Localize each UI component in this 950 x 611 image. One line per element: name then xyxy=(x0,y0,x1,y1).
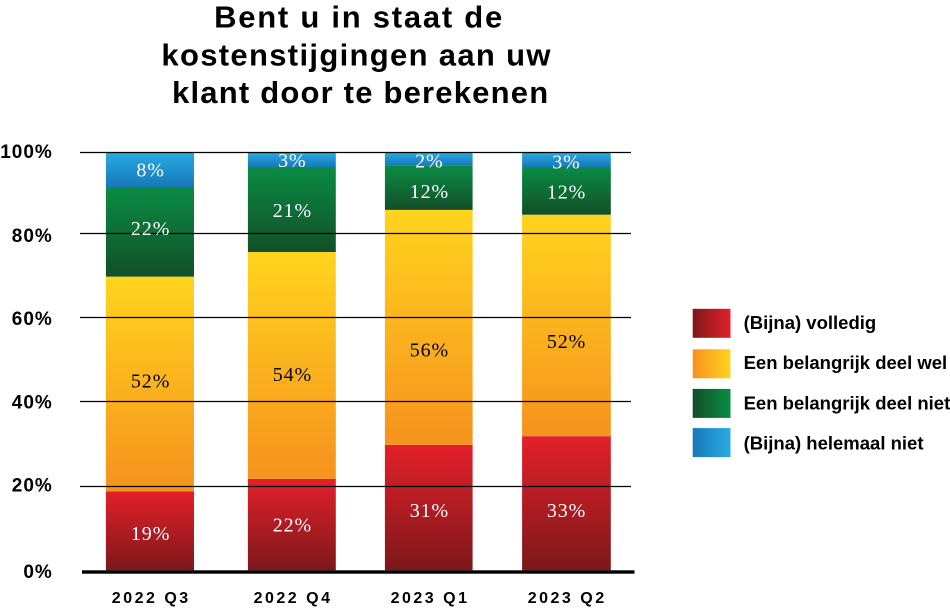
svg-text:(Bijna) volledig: (Bijna) volledig xyxy=(744,312,877,333)
svg-text:80%: 80% xyxy=(12,226,53,247)
svg-text:12%: 12% xyxy=(547,182,586,204)
svg-text:(Bijna) helemaal niet: (Bijna) helemaal niet xyxy=(744,433,924,454)
svg-text:56%: 56% xyxy=(410,340,449,362)
svg-text:2022 Q3: 2022 Q3 xyxy=(112,590,191,607)
svg-text:Een belangrijk deel niet: Een belangrijk deel niet xyxy=(744,392,950,413)
svg-text:19%: 19% xyxy=(131,523,170,545)
svg-text:52%: 52% xyxy=(131,371,170,393)
svg-text:2%: 2% xyxy=(415,150,443,172)
svg-text:33%: 33% xyxy=(547,500,586,522)
svg-text:20%: 20% xyxy=(12,476,53,497)
svg-text:klant door te berekenen: klant door te berekenen xyxy=(172,75,549,110)
svg-text:12%: 12% xyxy=(410,181,449,203)
svg-text:2023 Q2: 2023 Q2 xyxy=(528,590,607,607)
svg-text:22%: 22% xyxy=(131,218,170,240)
svg-text:60%: 60% xyxy=(12,309,53,330)
svg-text:0%: 0% xyxy=(23,562,52,583)
svg-text:3%: 3% xyxy=(552,151,580,173)
svg-text:100%: 100% xyxy=(0,142,53,163)
svg-text:Bent u in staat de: Bent u in staat de xyxy=(214,0,504,35)
svg-text:2022 Q4: 2022 Q4 xyxy=(254,590,333,607)
svg-text:8%: 8% xyxy=(136,160,164,182)
svg-text:31%: 31% xyxy=(410,500,449,522)
svg-text:54%: 54% xyxy=(273,364,312,386)
svg-text:2023 Q1: 2023 Q1 xyxy=(391,590,470,607)
svg-text:21%: 21% xyxy=(273,200,312,222)
svg-text:kostenstijgingen aan uw: kostenstijgingen aan uw xyxy=(161,38,551,73)
svg-text:Een belangrijk deel wel: Een belangrijk deel wel xyxy=(744,352,948,373)
svg-text:40%: 40% xyxy=(12,392,53,413)
svg-text:22%: 22% xyxy=(273,515,312,537)
svg-text:52%: 52% xyxy=(547,331,586,353)
svg-text:3%: 3% xyxy=(278,150,306,172)
